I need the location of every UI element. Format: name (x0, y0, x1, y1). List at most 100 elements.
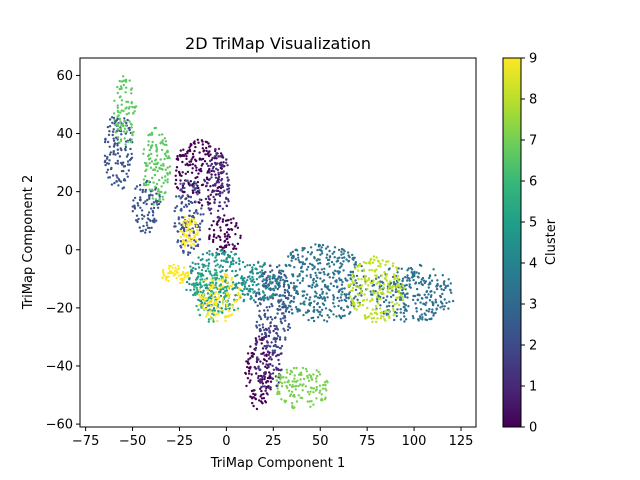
scatter-point (212, 229, 216, 232)
scatter-point (201, 258, 204, 261)
colorbar-label: Cluster (544, 218, 559, 265)
scatter-point (122, 161, 125, 164)
scatter-point (207, 197, 211, 200)
scatter-point (160, 140, 163, 144)
scatter-point (226, 198, 230, 201)
scatter-point (260, 333, 264, 336)
scatter-point (272, 344, 275, 348)
scatter-point (343, 256, 346, 259)
scatter-point (214, 184, 217, 187)
scatter-point (431, 300, 434, 304)
scatter-point (106, 125, 110, 129)
scatter-point (203, 160, 207, 163)
scatter-point (195, 239, 198, 242)
scatter-point (205, 251, 209, 255)
scatter-point (194, 267, 197, 271)
scatter-point (269, 325, 272, 328)
scatter-point (121, 122, 125, 126)
scatter-point (188, 240, 191, 243)
scatter-point (225, 300, 228, 303)
scatter-point (245, 287, 249, 291)
scatter-point (376, 300, 379, 303)
scatter-point (261, 265, 264, 268)
scatter-point (113, 143, 116, 147)
scatter-point (276, 375, 279, 379)
scatter-point (289, 253, 292, 256)
scatter-point (343, 250, 346, 253)
scatter-point (325, 285, 329, 288)
scatter-point (252, 404, 255, 408)
scatter-point (270, 341, 273, 344)
scatter-point (384, 276, 387, 280)
scatter-point (180, 201, 184, 204)
scatter-point (274, 338, 277, 342)
scatter-point (279, 308, 282, 311)
scatter-point (379, 317, 383, 320)
scatter-point (116, 85, 119, 89)
scatter-point (261, 280, 264, 283)
scatter-point (144, 228, 148, 231)
scatter-point (175, 166, 179, 169)
scatter-point (115, 180, 118, 183)
scatter-point (362, 261, 366, 264)
scatter-point (366, 306, 369, 310)
scatter-point (286, 371, 289, 374)
scatter-point (262, 299, 266, 302)
scatter-point (221, 278, 225, 281)
scatter-point (187, 202, 191, 206)
scatter-point (292, 300, 295, 303)
scatter-point (304, 385, 308, 388)
scatter-point (293, 377, 296, 380)
scatter-point (312, 319, 316, 323)
scatter-point (407, 277, 410, 280)
scatter-point (365, 316, 368, 319)
scatter-point (266, 380, 270, 383)
scatter-point (214, 284, 217, 287)
scatter-point (196, 180, 200, 184)
scatter-point (230, 260, 233, 264)
scatter-point (421, 316, 424, 319)
scatter-point (194, 291, 197, 294)
scatter-point (265, 306, 268, 309)
scatter-point (199, 290, 202, 294)
scatter-point (125, 113, 128, 116)
scatter-point (231, 283, 235, 286)
scatter-point (406, 274, 409, 277)
scatter-point (441, 305, 444, 308)
scatter-point (191, 201, 194, 205)
scatter-point (112, 153, 115, 156)
scatter-point (351, 253, 354, 257)
scatter-point (263, 328, 266, 332)
scatter-point (404, 276, 407, 279)
scatter-point (157, 188, 160, 191)
scatter-point (200, 158, 203, 161)
scatter-point (215, 306, 219, 310)
scatter-point (124, 132, 128, 135)
scatter-point (221, 163, 224, 166)
scatter-point (224, 314, 227, 318)
scatter-point (218, 279, 221, 282)
scatter-point (150, 226, 153, 229)
scatter-point (188, 146, 191, 149)
scatter-point (228, 310, 231, 313)
scatter-point (342, 252, 345, 255)
scatter-point (332, 298, 335, 301)
scatter-point (230, 250, 233, 254)
scatter-point (272, 329, 275, 333)
scatter-point (221, 297, 225, 301)
scatter-point (213, 155, 216, 158)
scatter-point (310, 263, 314, 266)
scatter-point (325, 292, 328, 295)
scatter-point (324, 396, 327, 399)
scatter-point (242, 298, 246, 302)
scatter-point (190, 215, 194, 218)
scatter-point (221, 218, 225, 221)
scatter-point (166, 178, 169, 181)
scatter-point (301, 249, 304, 252)
scatter-point (280, 269, 283, 272)
scatter-point (223, 201, 226, 204)
scatter-point (191, 261, 194, 264)
scatter-point (278, 305, 281, 308)
scatter-point (314, 285, 317, 288)
scatter-point (360, 292, 363, 295)
